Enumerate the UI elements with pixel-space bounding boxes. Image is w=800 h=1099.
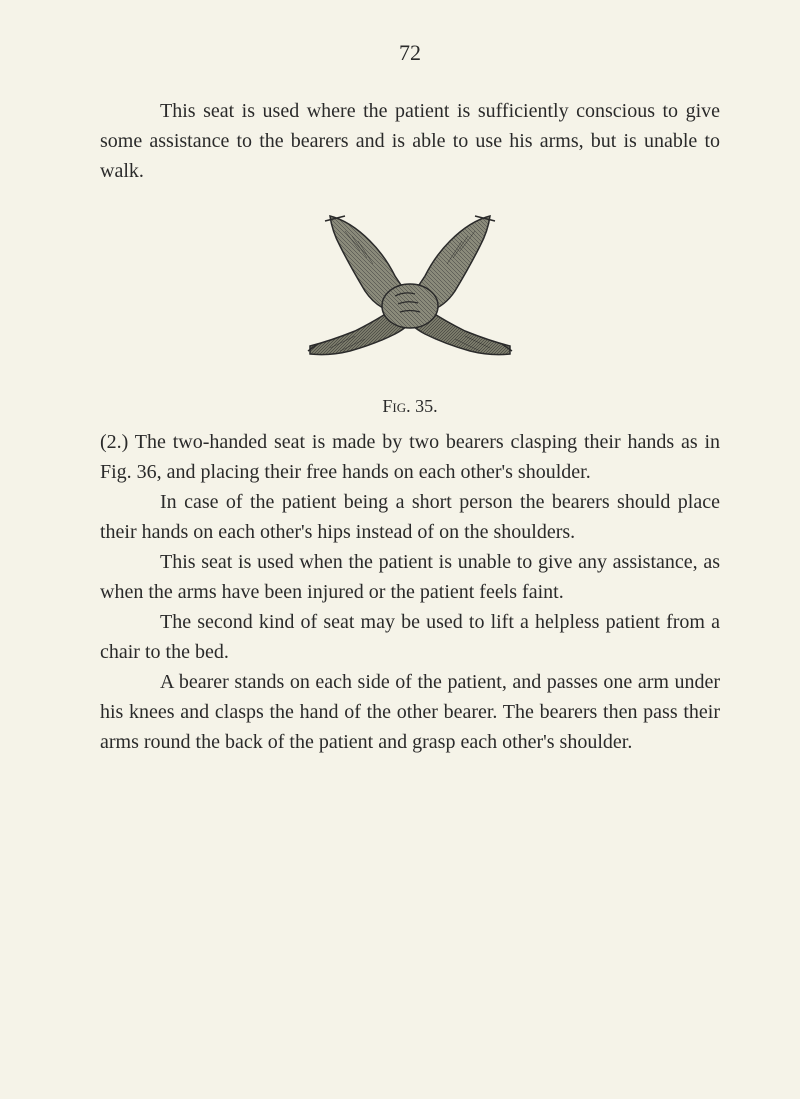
page-number: 72 — [100, 40, 720, 66]
paragraph-6: A bearer stands on each side of the pati… — [100, 667, 720, 757]
paragraph-2: (2.) The two-handed seat is made by two … — [100, 427, 720, 487]
paragraph-4: This seat is used when the patient is un… — [100, 547, 720, 607]
paragraph-5: The second kind of seat may be used to l… — [100, 607, 720, 667]
figure-container: Fig. 35. — [100, 206, 720, 417]
clasped-hands-icon — [270, 206, 550, 386]
paragraph-1: This seat is used where the patient is s… — [100, 96, 720, 186]
hands-illustration — [270, 206, 550, 386]
paragraph-3: In case of the patient being a short per… — [100, 487, 720, 547]
figure-caption: Fig. 35. — [100, 396, 720, 417]
